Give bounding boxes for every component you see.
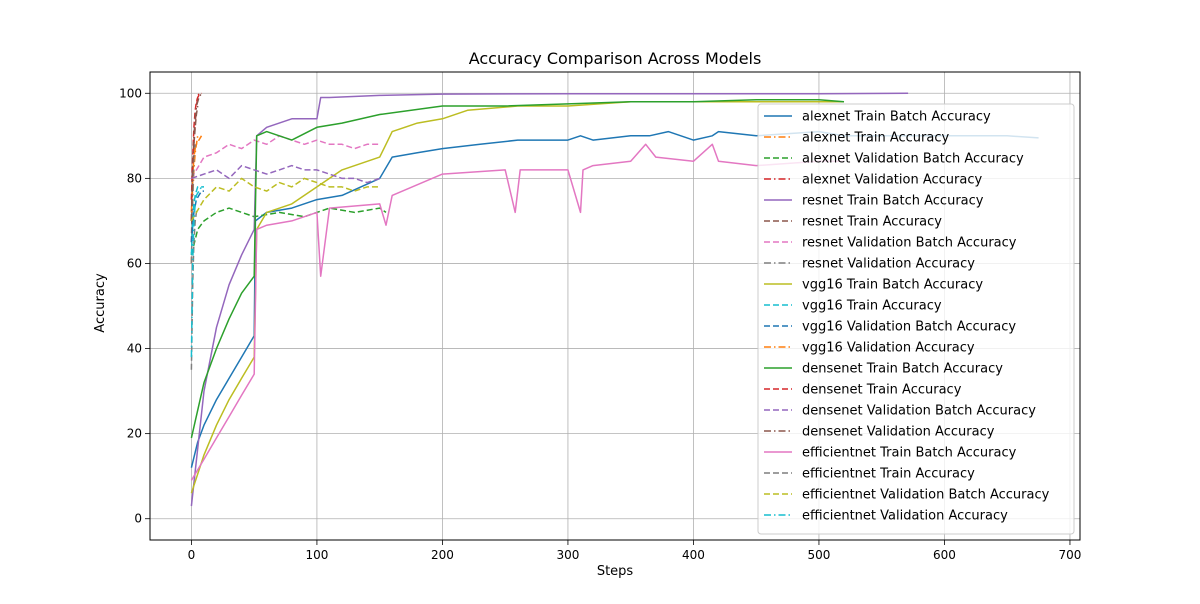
- legend-label: vgg16 Validation Batch Accuracy: [802, 320, 1016, 335]
- y-tick-label: 100: [119, 86, 142, 100]
- x-tick-label: 200: [431, 548, 454, 562]
- y-tick-label: 40: [127, 342, 142, 356]
- legend-label: alexnet Validation Accuracy: [802, 173, 982, 188]
- x-tick-label: 0: [188, 548, 196, 562]
- legend-label: efficientnet Train Batch Accuracy: [802, 446, 1017, 461]
- legend-label: alexnet Train Batch Accuracy: [802, 110, 991, 125]
- x-axis-label: Steps: [597, 564, 634, 579]
- legend-label: densenet Train Batch Accuracy: [802, 362, 1003, 377]
- legend-label: resnet Train Accuracy: [802, 215, 942, 230]
- series-line-resnet-train-accuracy: [190, 105, 199, 243]
- legend-box: [757, 103, 1075, 535]
- legend-label: densenet Train Accuracy: [802, 383, 962, 398]
- legend-label: vgg16 Train Accuracy: [802, 299, 942, 314]
- legend-label: vgg16 Train Batch Accuracy: [802, 278, 983, 293]
- legend: alexnet Train Batch Accuracy alexnet Trai…: [757, 103, 1075, 535]
- y-tick-label: 20: [127, 427, 142, 441]
- legend-label: resnet Validation Accuracy: [802, 257, 975, 272]
- series-line-alexnet-train-accuracy: [190, 135, 199, 264]
- x-tick-label: 700: [1059, 548, 1082, 562]
- legend-label: efficientnet Train Accuracy: [802, 467, 975, 482]
- legend-label: alexnet Train Accuracy: [802, 131, 949, 146]
- series-line-resnet-train-batch-accuracy: [190, 92, 909, 507]
- series-line-efficientnet-validation-batch-accuracy: [190, 177, 380, 222]
- legend-label: densenet Validation Batch Accuracy: [802, 404, 1036, 419]
- plot-frame: [149, 71, 1081, 541]
- series-line-efficientnet-train-batch-accuracy: [190, 143, 844, 481]
- legend-label: efficientnet Validation Accuracy: [802, 509, 1008, 524]
- x-tick-label: 500: [807, 548, 830, 562]
- legend-label: efficientnet Validation Batch Accuracy: [802, 488, 1050, 503]
- legend-label: densenet Validation Accuracy: [802, 425, 995, 440]
- chart-title: Accuracy Comparison Across Models: [469, 49, 762, 68]
- y-axis-label: Accuracy: [93, 273, 108, 333]
- y-tick-label: 0: [134, 512, 142, 526]
- x-tick-label: 600: [933, 548, 956, 562]
- series-line-efficientnet-validation-accuracy: [190, 186, 204, 358]
- x-tick-label: 400: [682, 548, 705, 562]
- ticks-layer: 0 100 200 300 400 500 600 700 0 20 40 60 80 100: [119, 86, 1081, 562]
- y-tick-label: 60: [127, 256, 142, 270]
- legend-label: alexnet Validation Batch Accuracy: [802, 152, 1024, 167]
- y-tick-label: 80: [127, 171, 142, 185]
- x-tick-label: 100: [305, 548, 328, 562]
- series-line-vgg16-validation-batch-accuracy: [190, 190, 204, 243]
- legend-label: vgg16 Validation Accuracy: [802, 341, 975, 356]
- series-line-densenet-train-batch-accuracy: [190, 98, 845, 439]
- legend-label: resnet Validation Batch Accuracy: [802, 236, 1017, 251]
- legend-label: resnet Train Batch Accuracy: [802, 194, 984, 209]
- series-line-vgg16-train-batch-accuracy: [190, 101, 844, 494]
- series-line-densenet-validation-batch-accuracy: [191, 164, 380, 184]
- series-line-alexnet-validation-batch-accuracy: [190, 207, 387, 256]
- x-tick-label: 300: [556, 548, 579, 562]
- series-line-resnet-validation-batch-accuracy: [190, 135, 380, 179]
